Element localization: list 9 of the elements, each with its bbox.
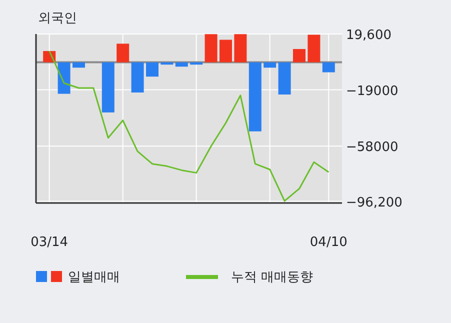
- ytick: −96,200: [346, 195, 402, 210]
- title: 외국인: [38, 11, 77, 26]
- ytick: 19,600: [346, 28, 392, 43]
- xtick: 03/14: [30, 235, 68, 250]
- ytick: −19000: [346, 84, 398, 99]
- legend: 일별매매: [68, 270, 120, 285]
- xtick: 04/10: [310, 235, 348, 250]
- ytick: −58000: [346, 140, 398, 156]
- legend: 누적 매매동향: [231, 270, 314, 285]
